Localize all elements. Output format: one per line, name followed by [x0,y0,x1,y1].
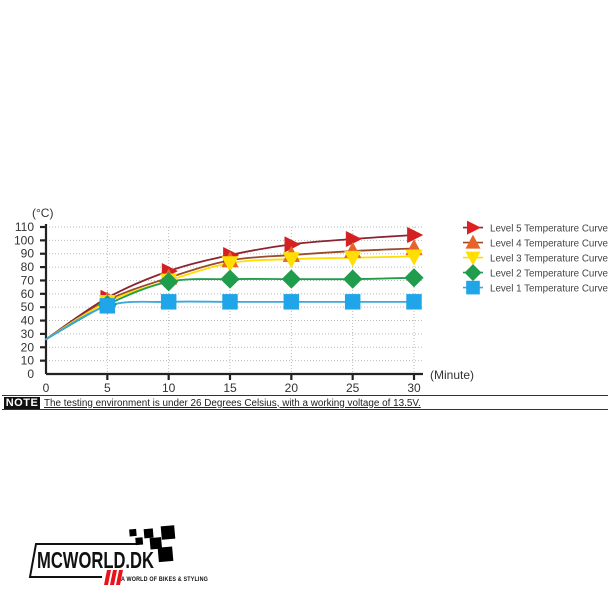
svg-text:20: 20 [21,340,35,354]
svg-text:Level 3 Temperature Curve: Level 3 Temperature Curve [490,254,609,265]
svg-text:110: 110 [15,220,34,234]
svg-text:Level 1 Temperature Curve: Level 1 Temperature Curve [490,284,609,295]
svg-text:Level 5 Temperature Curve: Level 5 Temperature Curve [490,224,609,235]
svg-text:70: 70 [21,273,35,287]
svg-text:(°C): (°C) [32,206,53,220]
svg-text:25: 25 [346,381,360,395]
svg-text:15: 15 [223,381,237,395]
svg-text:5: 5 [104,381,111,395]
svg-text:10: 10 [162,381,176,395]
svg-text:40: 40 [21,314,35,328]
svg-text:50: 50 [21,300,35,314]
svg-text:90: 90 [21,247,35,261]
svg-text:Level 4 Temperature Curve: Level 4 Temperature Curve [490,239,609,250]
svg-text:A WORLD OF BIKES & STYLING: A WORLD OF BIKES & STYLING [121,576,208,583]
svg-text:10: 10 [21,354,35,368]
svg-text:30: 30 [21,327,35,341]
svg-text:60: 60 [21,287,35,301]
svg-text:0: 0 [27,367,34,381]
svg-text:MCWORLD.DK: MCWORLD.DK [37,547,154,573]
svg-text:Level 2 Temperature Curve: Level 2 Temperature Curve [490,269,609,280]
svg-text:(Minute): (Minute) [430,368,474,382]
svg-text:0: 0 [43,381,50,395]
svg-text:80: 80 [21,260,35,274]
svg-text:30: 30 [407,381,421,395]
svg-text:100: 100 [14,233,34,247]
svg-text:20: 20 [285,381,299,395]
